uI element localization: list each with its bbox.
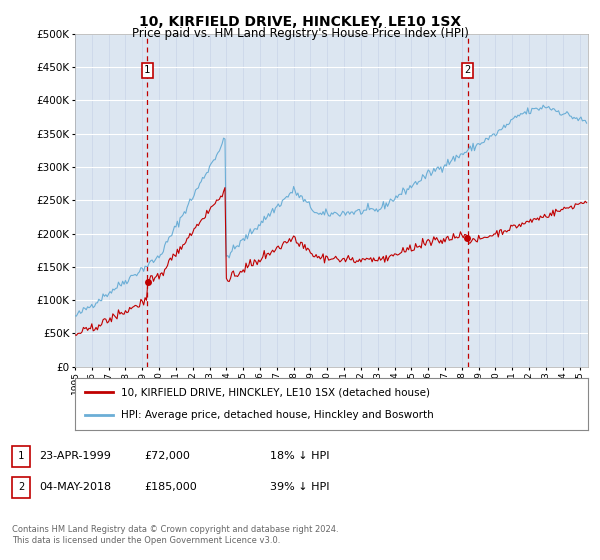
Text: Price paid vs. HM Land Registry's House Price Index (HPI): Price paid vs. HM Land Registry's House … — [131, 27, 469, 40]
Text: 10, KIRFIELD DRIVE, HINCKLEY, LE10 1SX (detached house): 10, KIRFIELD DRIVE, HINCKLEY, LE10 1SX (… — [121, 388, 430, 398]
Text: £185,000: £185,000 — [144, 482, 197, 492]
Text: 2: 2 — [18, 482, 24, 492]
Text: Contains HM Land Registry data © Crown copyright and database right 2024.
This d: Contains HM Land Registry data © Crown c… — [12, 525, 338, 545]
Text: 18% ↓ HPI: 18% ↓ HPI — [270, 451, 329, 461]
Text: 1: 1 — [18, 451, 24, 461]
Text: £72,000: £72,000 — [144, 451, 190, 461]
Text: HPI: Average price, detached house, Hinckley and Bosworth: HPI: Average price, detached house, Hinc… — [121, 410, 434, 420]
Text: 1: 1 — [144, 66, 151, 75]
Text: 23-APR-1999: 23-APR-1999 — [39, 451, 111, 461]
Text: 04-MAY-2018: 04-MAY-2018 — [39, 482, 111, 492]
Text: 39% ↓ HPI: 39% ↓ HPI — [270, 482, 329, 492]
Text: 10, KIRFIELD DRIVE, HINCKLEY, LE10 1SX: 10, KIRFIELD DRIVE, HINCKLEY, LE10 1SX — [139, 15, 461, 29]
Text: 2: 2 — [464, 66, 471, 75]
